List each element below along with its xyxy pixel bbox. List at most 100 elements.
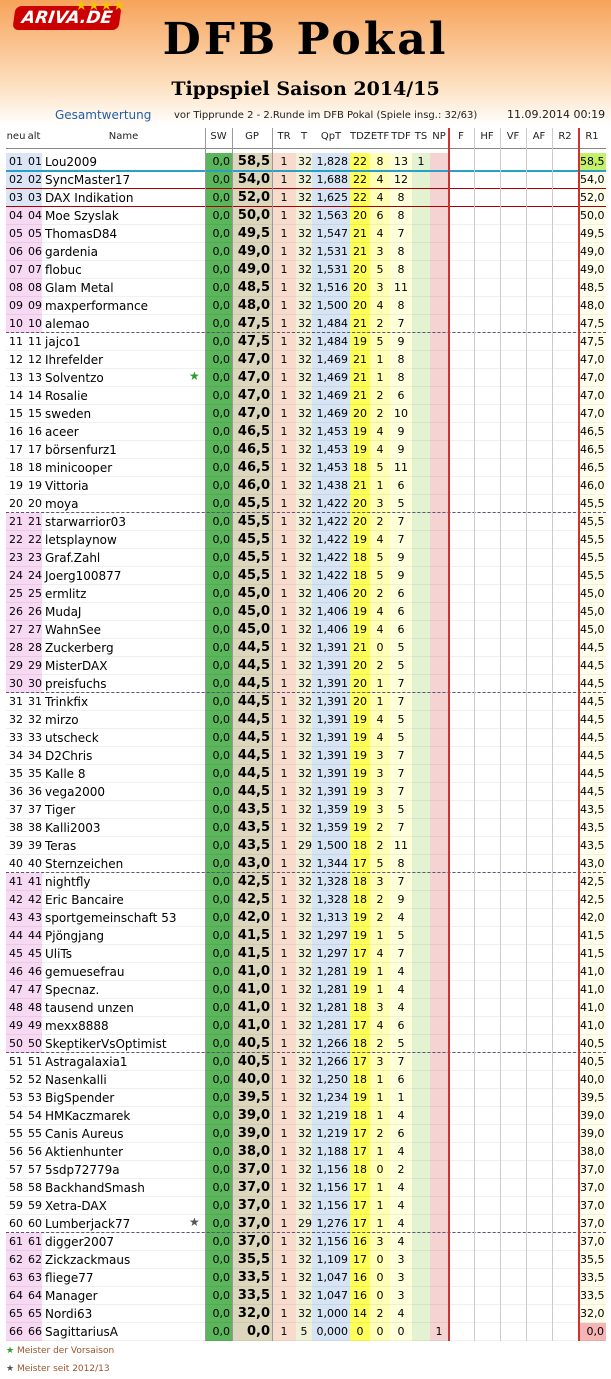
table-cell: 32 <box>296 693 312 711</box>
table-cell <box>412 1233 430 1251</box>
table-cell: 6 <box>390 1017 412 1035</box>
table-cell: 46,5 <box>232 459 272 477</box>
table-cell: 32 <box>296 441 312 459</box>
table-cell: 1 <box>272 387 296 405</box>
table-cell <box>552 747 578 765</box>
table-cell <box>448 153 474 171</box>
table-cell: 56 <box>26 1143 42 1161</box>
table-cell: 0,0 <box>205 945 232 963</box>
table-cell: 43 <box>26 909 42 927</box>
table-cell <box>500 837 526 855</box>
table-cell: 1,453 <box>312 459 350 477</box>
table-cell: 0,0 <box>205 297 232 315</box>
table-cell: 1,547 <box>312 225 350 243</box>
table-cell <box>474 243 500 261</box>
table-cell: 0,0 <box>205 711 232 729</box>
player-name: Ihrefelder <box>42 351 205 369</box>
table-cell: 19 <box>350 765 370 783</box>
table-cell: 21 <box>350 369 370 387</box>
table-cell: 32 <box>296 315 312 333</box>
table-cell: 1,828 <box>312 153 350 171</box>
table-cell <box>552 1071 578 1089</box>
table-cell: 1,438 <box>312 477 350 495</box>
table-cell: 37,0 <box>578 1215 606 1233</box>
table-cell <box>552 495 578 513</box>
table-cell <box>412 927 430 945</box>
table-cell: 32 <box>296 171 312 189</box>
table-cell: 34 <box>6 747 26 765</box>
table-cell <box>526 963 552 981</box>
table-cell: 32 <box>296 801 312 819</box>
table-cell <box>500 531 526 549</box>
table-cell <box>552 1161 578 1179</box>
table-cell <box>412 1305 430 1323</box>
table-cell: 0,0 <box>205 855 232 873</box>
table-cell <box>474 1251 500 1269</box>
table-cell: 2 <box>370 1125 390 1143</box>
table-cell <box>448 945 474 963</box>
player-name: Graf.Zahl <box>42 549 205 567</box>
table-cell: 32 <box>296 1269 312 1287</box>
table-cell: 17 <box>350 1017 370 1035</box>
table-cell: 37,0 <box>232 1215 272 1233</box>
table-cell: 35 <box>6 765 26 783</box>
table-cell: 21 <box>350 477 370 495</box>
table-cell <box>526 1107 552 1125</box>
table-cell: 32 <box>296 495 312 513</box>
table-cell <box>552 765 578 783</box>
table-cell: 44,5 <box>578 693 606 711</box>
table-cell: 40,5 <box>578 1035 606 1053</box>
player-name: ThomasD84 <box>42 225 205 243</box>
table-cell <box>552 639 578 657</box>
table-cell: 4 <box>390 1107 412 1125</box>
table-cell: 38,0 <box>578 1143 606 1161</box>
table-cell <box>448 441 474 459</box>
column-header: TDF <box>391 131 411 142</box>
table-cell: 20 <box>350 513 370 531</box>
table-cell: 1,109 <box>312 1251 350 1269</box>
table-cell: 1 <box>272 909 296 927</box>
table-cell: 32 <box>296 1125 312 1143</box>
table-cell: 49,0 <box>232 261 272 279</box>
table-cell: 53 <box>26 1089 42 1107</box>
table-cell: 32 <box>296 945 312 963</box>
table-cell <box>448 1053 474 1071</box>
player-name: Xetra-DAX <box>42 1197 205 1215</box>
table-cell: 40,0 <box>578 1071 606 1089</box>
table-cell <box>448 1233 474 1251</box>
table-cell: 7 <box>390 513 412 531</box>
table-cell <box>412 891 430 909</box>
table-cell <box>552 909 578 927</box>
table-cell: 1,406 <box>312 621 350 639</box>
table-cell: 1 <box>272 1035 296 1053</box>
table-cell <box>412 711 430 729</box>
table-cell: 0,0 <box>578 1323 606 1341</box>
table-cell: 1,219 <box>312 1107 350 1125</box>
table-cell <box>448 1089 474 1107</box>
table-cell: 1 <box>370 1215 390 1233</box>
player-name: mirzo <box>42 711 205 729</box>
table-cell: 2 <box>370 1035 390 1053</box>
table-cell <box>474 963 500 981</box>
table-cell <box>552 171 578 189</box>
table-cell: 1 <box>272 801 296 819</box>
table-cell <box>526 1161 552 1179</box>
table-cell <box>412 693 430 711</box>
table-cell <box>430 1053 448 1071</box>
table-cell: 1,406 <box>312 603 350 621</box>
table-cell <box>500 873 526 891</box>
title: DFB Pokal <box>162 14 449 65</box>
table-cell <box>430 963 448 981</box>
table-cell <box>448 459 474 477</box>
table-cell: 37,0 <box>232 1197 272 1215</box>
table-cell: 3 <box>390 1269 412 1287</box>
table-cell <box>474 1197 500 1215</box>
player-name: letsplaynow <box>42 531 205 549</box>
group-divider <box>6 872 606 873</box>
table-cell: 7 <box>390 693 412 711</box>
table-cell <box>552 1125 578 1143</box>
table-cell <box>526 189 552 207</box>
table-cell: 39 <box>6 837 26 855</box>
table-cell: 46,5 <box>232 423 272 441</box>
player-name: ermlitz <box>42 585 205 603</box>
